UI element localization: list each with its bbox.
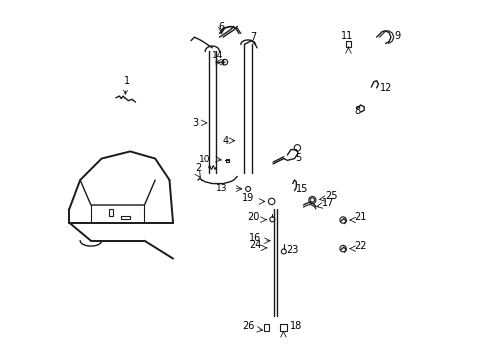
- Text: 12: 12: [379, 83, 391, 93]
- Bar: [108, 209, 113, 216]
- Text: 16: 16: [249, 233, 261, 243]
- Text: 1: 1: [123, 76, 129, 94]
- Text: 8: 8: [354, 106, 360, 116]
- Text: 24: 24: [249, 240, 261, 250]
- Text: 17: 17: [322, 198, 334, 208]
- Text: 2: 2: [195, 163, 201, 173]
- Text: 9: 9: [394, 31, 400, 41]
- Text: 5: 5: [294, 153, 301, 163]
- Text: 10: 10: [199, 155, 210, 164]
- Text: 6: 6: [218, 22, 224, 32]
- Bar: [346, 41, 350, 47]
- Text: 3: 3: [192, 118, 198, 128]
- Text: 18: 18: [289, 321, 301, 331]
- Text: 4: 4: [222, 136, 228, 146]
- Text: 26: 26: [242, 321, 254, 331]
- Bar: [263, 324, 268, 331]
- Text: 13: 13: [215, 184, 227, 193]
- Text: 23: 23: [285, 245, 298, 255]
- Text: 15: 15: [296, 184, 308, 194]
- Bar: [121, 216, 130, 219]
- Text: 7: 7: [250, 32, 256, 42]
- Text: 21: 21: [354, 212, 366, 222]
- Text: 22: 22: [354, 240, 366, 251]
- Text: 14: 14: [211, 51, 223, 60]
- Bar: [280, 324, 286, 331]
- Text: 25: 25: [324, 191, 337, 201]
- Bar: [225, 159, 228, 162]
- Text: 19: 19: [242, 193, 254, 203]
- Text: 11: 11: [340, 31, 352, 41]
- Text: 20: 20: [246, 212, 259, 222]
